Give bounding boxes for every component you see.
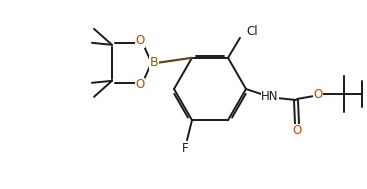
Text: F: F: [182, 142, 188, 155]
Text: O: O: [313, 88, 323, 101]
Text: O: O: [292, 125, 302, 138]
Text: B: B: [150, 56, 158, 69]
Text: HN: HN: [261, 91, 279, 104]
Text: O: O: [135, 78, 145, 91]
Text: Cl: Cl: [246, 25, 258, 38]
Text: O: O: [135, 34, 145, 47]
